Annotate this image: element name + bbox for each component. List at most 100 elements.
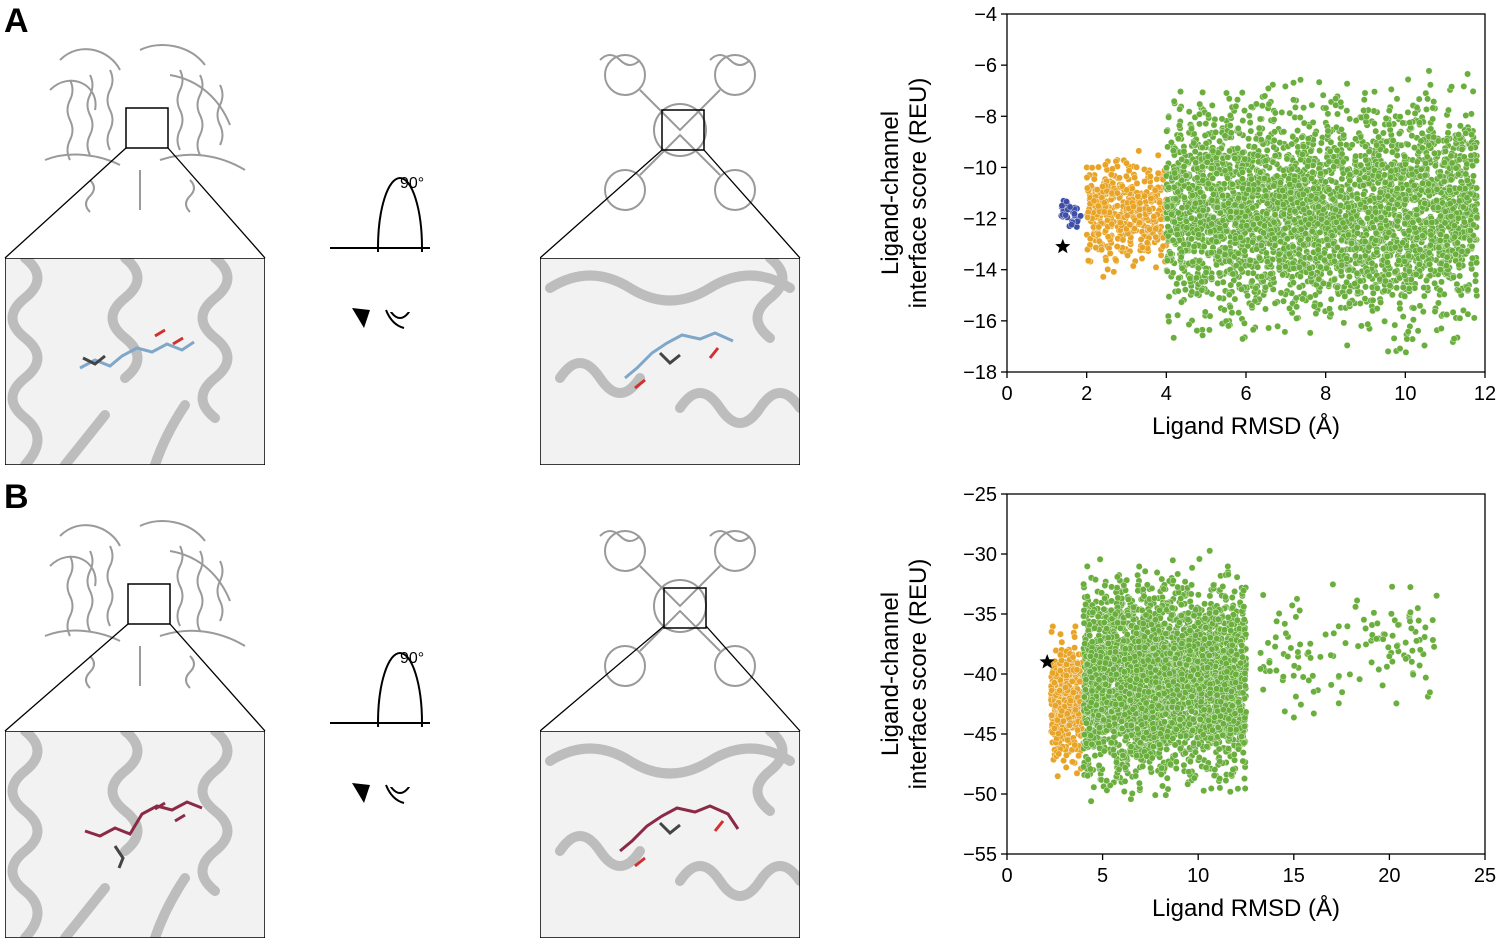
x-tick-label: 0 [1001, 383, 1012, 405]
scatter-point [1417, 165, 1425, 173]
scatter-point [1391, 321, 1399, 329]
scatter-point [1153, 175, 1161, 183]
scatter-point [1361, 238, 1369, 246]
scatter-point [1289, 243, 1297, 251]
scatter-point [1299, 190, 1307, 198]
x-tick-label: 12 [1474, 383, 1496, 405]
scatter-point [1174, 287, 1182, 295]
scatter-point [1071, 706, 1079, 714]
scatter-point [1306, 254, 1313, 262]
scatter-point [1231, 295, 1239, 303]
scatter-point [1254, 263, 1262, 271]
scatter-point [1146, 225, 1153, 233]
scatter-point [1319, 279, 1327, 287]
scatter-point [1193, 174, 1201, 182]
scatter-point [1180, 240, 1188, 248]
scatter-point [1204, 180, 1212, 188]
scatter-point [1328, 177, 1336, 185]
scatter-point [1459, 203, 1467, 211]
scatter-point [1423, 153, 1431, 161]
scatter-point [1226, 112, 1234, 119]
scatter-point [1262, 249, 1270, 257]
scatter-point [1306, 264, 1313, 272]
scatter-point [1399, 313, 1407, 320]
scatter-point [1338, 150, 1346, 158]
scatter-point [1372, 208, 1380, 216]
scatter-point [1441, 159, 1448, 167]
scatter-point [1191, 199, 1199, 207]
scatter-point [1333, 158, 1341, 166]
panel-label-a: A [4, 2, 29, 40]
scatter-point [1432, 162, 1439, 170]
scatter-point [1154, 151, 1162, 159]
scatter-point [1433, 185, 1441, 193]
scatter-point [1373, 248, 1381, 256]
scatter-point [1287, 188, 1295, 196]
scatter-point [1343, 107, 1351, 115]
scatter-point [1401, 257, 1408, 265]
scatter-point [1163, 164, 1170, 172]
scatter-point [1198, 163, 1206, 171]
scatter-point [1062, 672, 1070, 679]
scatter-point [1377, 188, 1384, 196]
scatter-point [1260, 229, 1267, 237]
scatter-point [1199, 331, 1206, 339]
scatter-point [1418, 144, 1426, 152]
scatter-point [1219, 192, 1226, 200]
y-axis-label-line2: interface score (REU) [905, 78, 932, 309]
scatter-point [1237, 234, 1244, 242]
scatter-point [1361, 173, 1369, 181]
scatter-point [1381, 287, 1388, 295]
scatter-point [1227, 208, 1234, 215]
scatter-point [1363, 113, 1370, 121]
scatter-point [1467, 144, 1475, 152]
scatter-point [1270, 182, 1278, 190]
scatter-point [1075, 752, 1083, 760]
scatter-point [1238, 285, 1245, 293]
scatter-point [1405, 267, 1413, 275]
scatter-point [1138, 255, 1146, 262]
scatter-point [1210, 121, 1218, 129]
scatter-point [1133, 179, 1141, 187]
scatter-point [1274, 322, 1281, 330]
scatter-point [1235, 309, 1243, 317]
scatter-point [1261, 175, 1268, 182]
scatter-point [1385, 205, 1392, 213]
scatter-point [1403, 335, 1411, 343]
scatter-point [1189, 258, 1197, 266]
scatter-point [1223, 89, 1230, 97]
scatter-point [1352, 252, 1359, 260]
scatter-point [1136, 219, 1143, 227]
scatter-point [1220, 180, 1228, 188]
scatter-point [1470, 314, 1478, 322]
scatter-point [1286, 304, 1293, 312]
scatter-point [1063, 660, 1071, 668]
scatter-point [1071, 622, 1079, 630]
scatter-point [1365, 243, 1373, 251]
scatter-point [1073, 666, 1081, 674]
scatter-point [1393, 284, 1400, 292]
scatter-point [1171, 218, 1178, 226]
scatter-point [1441, 208, 1449, 215]
scatter-point [1309, 168, 1317, 176]
scatter-point [1282, 263, 1289, 270]
scatter-point [1084, 257, 1092, 265]
scatter-point [1326, 147, 1334, 155]
scatter-point [1293, 303, 1300, 311]
scatter-point [1100, 199, 1108, 207]
scatter-point [1056, 651, 1064, 659]
scatter-point [1332, 101, 1340, 109]
rotation-label-a: 90° [400, 175, 424, 192]
scatter-point [1436, 286, 1444, 294]
scatter-point [1196, 219, 1204, 226]
scatter-point [1285, 250, 1293, 258]
zoom-lines-b2 [540, 625, 801, 732]
scatter-point [1333, 243, 1341, 251]
scatter-point [1301, 176, 1308, 183]
scatter-point [1396, 305, 1404, 313]
scatter-point [1330, 276, 1338, 284]
scatter-point [1263, 146, 1271, 154]
scatter-point [1309, 185, 1317, 193]
scatter-point [1404, 328, 1412, 336]
scatter-point [1360, 107, 1367, 114]
